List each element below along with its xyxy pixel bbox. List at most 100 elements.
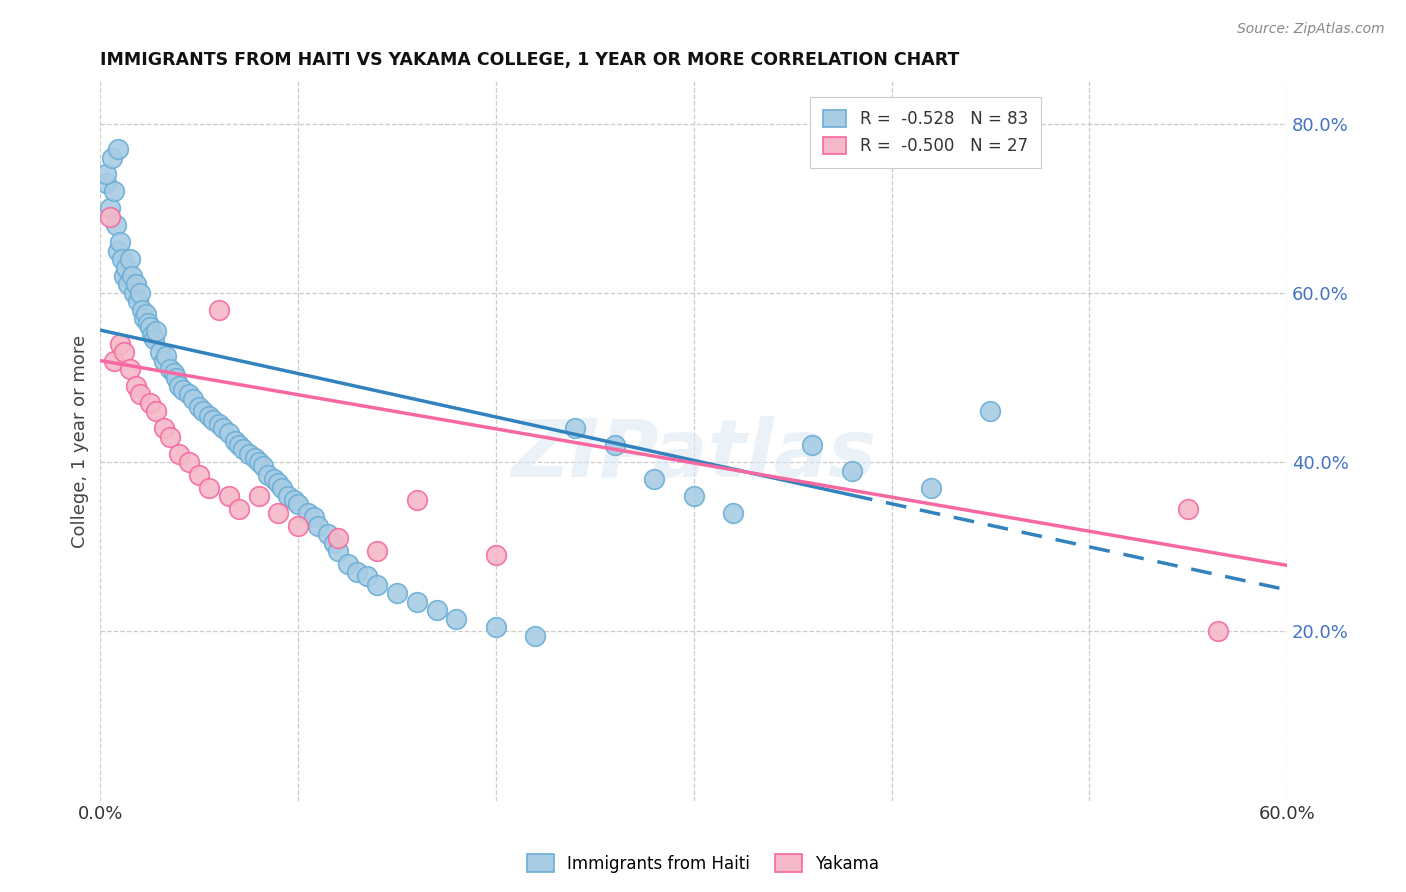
Point	[228, 438, 250, 452]
Legend: R =  -0.528   N = 83, R =  -0.500   N = 27: R = -0.528 N = 83, R = -0.500 N = 27	[810, 97, 1042, 169]
Point	[723, 506, 745, 520]
Point	[485, 620, 508, 634]
Point	[112, 345, 135, 359]
Point	[159, 362, 181, 376]
Point	[125, 277, 148, 292]
Point	[218, 425, 240, 440]
Point	[179, 387, 201, 401]
Point	[198, 481, 221, 495]
Point	[96, 176, 118, 190]
Point	[252, 459, 274, 474]
Point	[101, 151, 124, 165]
Point	[564, 421, 586, 435]
Point	[198, 409, 221, 423]
Point	[129, 387, 152, 401]
Text: IMMIGRANTS FROM HAITI VS YAKAMA COLLEGE, 1 YEAR OR MORE CORRELATION CHART: IMMIGRANTS FROM HAITI VS YAKAMA COLLEGE,…	[100, 51, 960, 69]
Point	[297, 506, 319, 520]
Point	[179, 455, 201, 469]
Point	[127, 294, 149, 309]
Point	[267, 506, 290, 520]
Point	[141, 328, 163, 343]
Point	[103, 353, 125, 368]
Point	[322, 535, 344, 549]
Point	[136, 316, 159, 330]
Point	[224, 434, 246, 448]
Point	[117, 277, 139, 292]
Point	[920, 481, 942, 495]
Point	[524, 629, 547, 643]
Point	[172, 383, 194, 397]
Point	[135, 307, 157, 321]
Point	[152, 421, 174, 435]
Point	[132, 311, 155, 326]
Point	[426, 603, 449, 617]
Point	[155, 350, 177, 364]
Point	[98, 201, 121, 215]
Point	[122, 285, 145, 300]
Point	[316, 527, 339, 541]
Point	[115, 260, 138, 275]
Point	[98, 210, 121, 224]
Point	[111, 252, 134, 266]
Point	[165, 370, 187, 384]
Point	[841, 464, 863, 478]
Point	[366, 578, 388, 592]
Point	[326, 544, 349, 558]
Point	[356, 569, 378, 583]
Point	[603, 438, 626, 452]
Point	[139, 319, 162, 334]
Point	[118, 252, 141, 266]
Point	[169, 379, 191, 393]
Point	[121, 268, 143, 283]
Point	[232, 442, 254, 457]
Point	[149, 345, 172, 359]
Point	[1177, 501, 1199, 516]
Point	[307, 518, 329, 533]
Point	[243, 450, 266, 465]
Point	[131, 302, 153, 317]
Point	[228, 501, 250, 516]
Point	[405, 595, 427, 609]
Legend: Immigrants from Haiti, Yakama: Immigrants from Haiti, Yakama	[520, 847, 886, 880]
Point	[202, 413, 225, 427]
Point	[139, 396, 162, 410]
Point	[118, 362, 141, 376]
Point	[366, 544, 388, 558]
Point	[112, 268, 135, 283]
Point	[212, 421, 235, 435]
Point	[643, 472, 665, 486]
Point	[188, 400, 211, 414]
Point	[801, 438, 824, 452]
Point	[107, 244, 129, 258]
Point	[169, 447, 191, 461]
Point	[346, 565, 368, 579]
Point	[107, 142, 129, 156]
Point	[287, 518, 309, 533]
Point	[152, 353, 174, 368]
Point	[287, 498, 309, 512]
Point	[247, 455, 270, 469]
Point	[336, 557, 359, 571]
Point	[238, 447, 260, 461]
Point	[162, 366, 184, 380]
Point	[979, 404, 1001, 418]
Point	[103, 185, 125, 199]
Point	[326, 531, 349, 545]
Point	[159, 430, 181, 444]
Point	[105, 218, 128, 232]
Point	[385, 586, 408, 600]
Point	[142, 333, 165, 347]
Text: Source: ZipAtlas.com: Source: ZipAtlas.com	[1237, 22, 1385, 37]
Point	[108, 336, 131, 351]
Y-axis label: College, 1 year or more: College, 1 year or more	[72, 334, 89, 548]
Point	[193, 404, 215, 418]
Point	[257, 467, 280, 482]
Point	[267, 476, 290, 491]
Point	[485, 548, 508, 562]
Point	[145, 404, 167, 418]
Point	[277, 489, 299, 503]
Point	[188, 467, 211, 482]
Point	[129, 285, 152, 300]
Point	[682, 489, 704, 503]
Point	[181, 392, 204, 406]
